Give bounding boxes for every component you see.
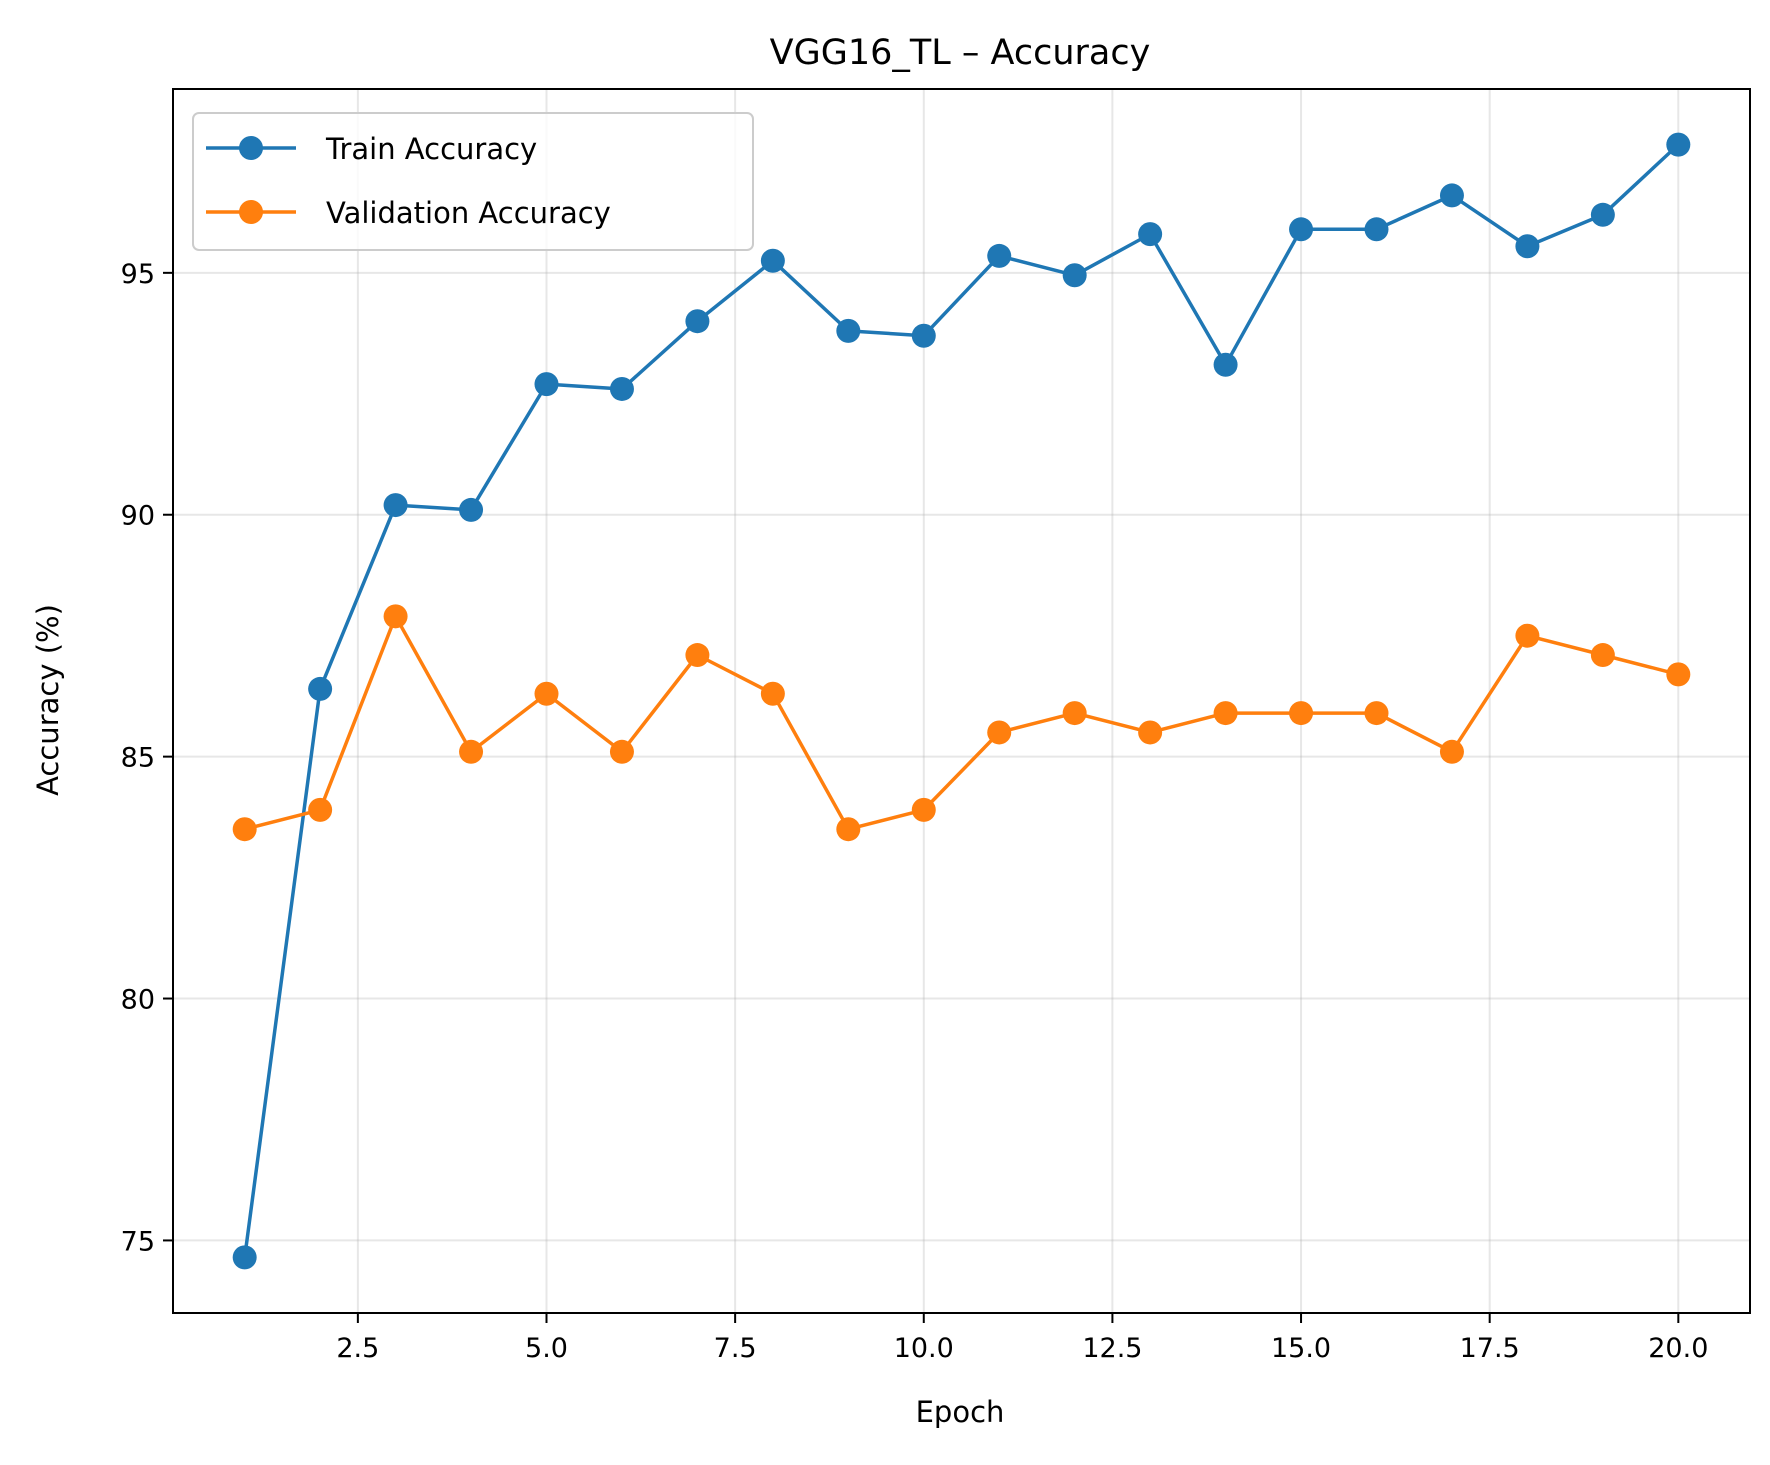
validation-accuracy-point (1666, 662, 1691, 687)
train-accuracy-point (1138, 222, 1163, 247)
validation-accuracy-point (911, 797, 936, 822)
y-tick-label: 85 (121, 743, 155, 774)
y-tick-label: 75 (121, 1226, 155, 1257)
validation-accuracy-point (1364, 701, 1389, 726)
x-tick-label: 20.0 (1648, 1333, 1708, 1364)
legend-validation-marker (239, 200, 263, 224)
validation-accuracy-point (987, 720, 1012, 745)
train-accuracy-point (1213, 352, 1238, 377)
x-tick-label: 2.5 (336, 1333, 379, 1364)
train-accuracy-point (1515, 234, 1540, 259)
x-tick-label: 5.0 (525, 1333, 568, 1364)
train-accuracy-point (836, 318, 861, 343)
legend-train-label: Train Accuracy (325, 132, 537, 166)
validation-accuracy-point (1062, 701, 1087, 726)
x-tick-label: 12.5 (1082, 1333, 1142, 1364)
validation-accuracy-point (383, 604, 408, 629)
chart-title: VGG16_TL – Accuracy (770, 33, 1151, 73)
legend-frame (192, 112, 754, 251)
train-accuracy-line (242, 143, 1680, 1258)
x-tick-label: 15.0 (1271, 1333, 1331, 1364)
validation-accuracy-point (459, 739, 484, 764)
validation-accuracy-point (1213, 701, 1238, 726)
x-tick-label: 10.0 (894, 1333, 954, 1364)
train-accuracy-point (383, 493, 408, 518)
train-accuracy-point (911, 323, 936, 348)
validation-accuracy-point (232, 817, 257, 842)
train-accuracy-point (987, 243, 1012, 268)
tick-layer: 2.5 5.0 7.5 10.0 12.5 15.0 17.5 20.0 75 80 85 90 95 (121, 259, 1709, 1364)
x-axis-label: Epoch (916, 1395, 1005, 1429)
train-accuracy-point (685, 309, 710, 334)
train-accuracy-point (1364, 217, 1389, 242)
validation-accuracy-point (760, 681, 785, 706)
train-accuracy-point (232, 1245, 257, 1270)
series-layer (232, 132, 1691, 1270)
train-accuracy-point (1062, 263, 1087, 288)
y-axis-label: Accuracy (%) (31, 604, 65, 796)
train-accuracy-point (1590, 202, 1615, 227)
y-tick-label: 80 (121, 985, 155, 1016)
validation-accuracy-point (609, 739, 634, 764)
validation-accuracy-point (1289, 701, 1314, 726)
legend-validation-label: Validation Accuracy (326, 196, 611, 230)
validation-accuracy-point (836, 817, 861, 842)
validation-accuracy-point (1590, 643, 1615, 668)
x-tick-label: 17.5 (1460, 1333, 1520, 1364)
x-tick-label: 7.5 (714, 1333, 757, 1364)
legend: Train Accuracy Validation Accuracy (192, 112, 754, 251)
train-accuracy-point (308, 676, 333, 701)
train-accuracy-point (534, 372, 559, 397)
train-accuracy-point (760, 248, 785, 273)
y-tick-label: 90 (121, 501, 155, 532)
y-tick-label: 95 (121, 259, 155, 290)
validation-accuracy-point (685, 643, 710, 668)
train-accuracy-point (1289, 217, 1314, 242)
validation-accuracy-point (534, 681, 559, 706)
validation-accuracy-point (1515, 623, 1540, 648)
validation-accuracy-point (1439, 739, 1464, 764)
legend-train-marker (239, 136, 263, 160)
validation-accuracy-point (1138, 720, 1163, 745)
validation-accuracy-point (308, 797, 333, 822)
train-accuracy-point (1666, 132, 1691, 157)
plot-frame (172, 88, 1751, 1314)
train-accuracy-point (1439, 183, 1464, 208)
validation-accuracy-line (244, 614, 1679, 831)
train-accuracy-point (459, 497, 484, 522)
train-accuracy-point (609, 376, 634, 401)
